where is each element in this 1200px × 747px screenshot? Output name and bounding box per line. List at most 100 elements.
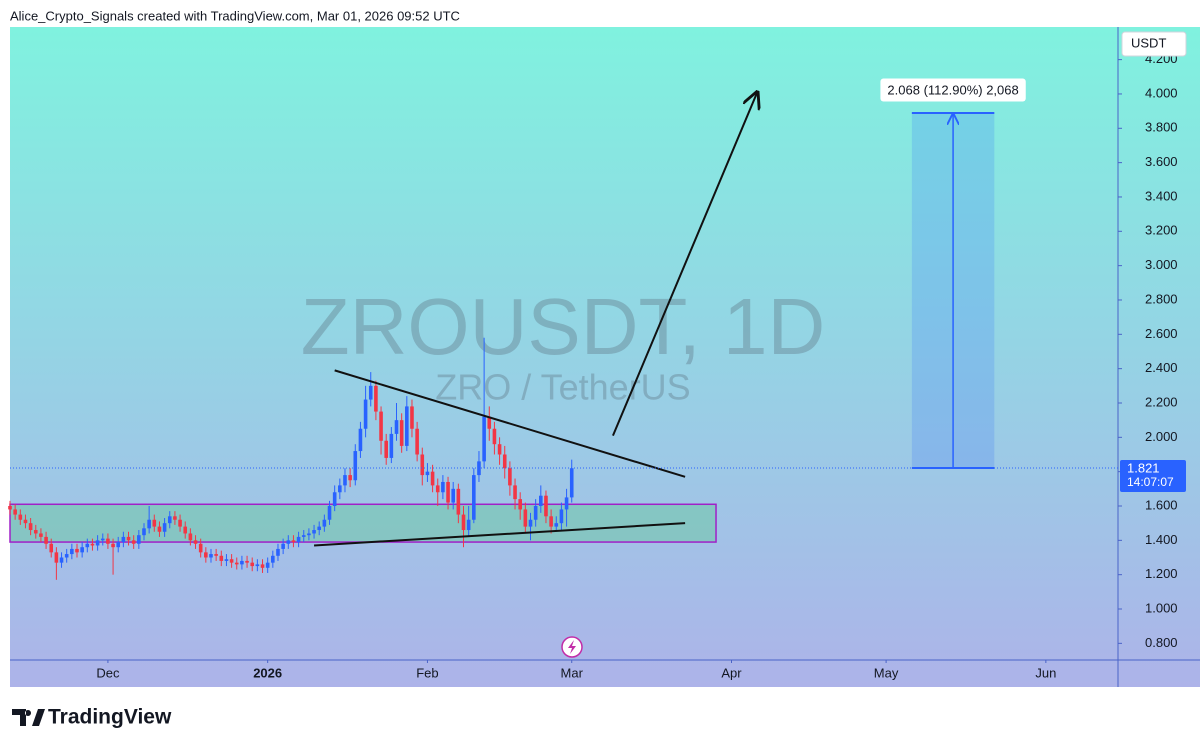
candle-body: [198, 543, 203, 553]
x-tick-label: Mar: [561, 665, 584, 680]
candle-body: [374, 385, 378, 412]
candle-body: [173, 516, 177, 520]
candle-body: [271, 555, 275, 563]
candle-body: [410, 406, 414, 429]
candle-body: [544, 495, 548, 517]
candle-body: [549, 516, 553, 527]
candle-body: [497, 444, 502, 455]
y-tick-label: 3.400: [1145, 188, 1178, 203]
candle-body: [8, 505, 12, 510]
candle-body: [80, 547, 84, 553]
candle-body: [425, 471, 430, 476]
y-tick-label: 1.400: [1145, 532, 1178, 547]
candle-body: [111, 543, 115, 548]
chart-background: [10, 27, 1200, 687]
y-tick-label: 3.000: [1145, 257, 1178, 272]
candle-body: [219, 555, 224, 561]
y-tick-label: 1.000: [1145, 600, 1178, 615]
candle-body: [167, 516, 172, 524]
candle-body: [368, 385, 373, 400]
candle-body: [513, 485, 517, 500]
logo-text: TradingView: [48, 706, 172, 729]
candle-body: [518, 499, 522, 510]
plot-layer: [8, 337, 717, 580]
candle-body: [317, 526, 322, 531]
last-price-label: 1.821: [1127, 460, 1160, 475]
candle-body: [234, 562, 239, 565]
y-tick-label: 2.000: [1145, 429, 1178, 444]
overlay-layer: 2.068 (112.90%) 2,068: [10, 78, 1118, 547]
x-tick-label: May: [874, 665, 899, 680]
candle-body: [394, 420, 399, 434]
y-tick-label: 2.800: [1145, 291, 1178, 306]
x-tick-label: Jun: [1035, 665, 1056, 680]
candle-body: [276, 548, 280, 556]
y-tick-label: 1.600: [1145, 497, 1178, 512]
candle-body: [70, 548, 74, 555]
candle-body: [162, 523, 167, 532]
candle-body: [441, 481, 445, 493]
candle-body: [157, 526, 162, 532]
y-tick-label: 2.600: [1145, 326, 1178, 341]
candle-body: [116, 542, 121, 548]
candle-body: [33, 530, 38, 534]
candle-body: [255, 564, 260, 567]
candle-body: [49, 543, 54, 553]
y-tick-label: 1.200: [1145, 566, 1178, 581]
candle-body: [435, 485, 440, 493]
candle-body: [209, 554, 213, 558]
candle-body: [188, 533, 193, 541]
candle-body: [90, 543, 95, 546]
candle-body: [85, 543, 90, 548]
candle-body: [332, 492, 337, 506]
candle-body: [18, 514, 23, 520]
candle-body: [353, 451, 358, 481]
candle-body: [358, 428, 363, 452]
currency-button[interactable]: [1121, 31, 1187, 57]
event-icon-bolt: [568, 640, 576, 654]
y-tick-label: 3.600: [1145, 154, 1178, 169]
candle-body: [142, 528, 146, 536]
candle-body: [451, 488, 455, 503]
candle-body: [343, 475, 347, 486]
candle-body: [456, 488, 461, 515]
candle-body: [384, 440, 389, 458]
candle-body: [446, 481, 450, 503]
x-tick-label: Dec: [96, 665, 120, 680]
currency-label: USDT: [1131, 35, 1166, 50]
candle-body: [100, 538, 105, 541]
candle-body: [75, 548, 79, 553]
trend-line: [334, 369, 686, 478]
last-price-box: [1120, 460, 1186, 493]
candle-body: [461, 514, 466, 531]
measure-label: 2.068 (112.90%) 2,068: [887, 82, 1018, 97]
candle-body: [363, 399, 368, 429]
candle-body: [564, 497, 569, 510]
y-tick-label: 2.200: [1145, 394, 1178, 409]
measure-label-box: [880, 78, 1026, 102]
candle-body: [307, 533, 311, 536]
projection-arrow: [612, 92, 757, 436]
candle-body: [54, 552, 59, 563]
y-tick-label: 0.800: [1145, 635, 1178, 650]
candle-body: [106, 538, 110, 544]
x-tick-label: Feb: [416, 665, 438, 680]
candle-body: [224, 559, 229, 561]
candle-body: [554, 523, 559, 527]
candle-body: [379, 411, 383, 441]
candle-body: [569, 468, 574, 498]
candle-body: [415, 428, 419, 455]
candle-body: [405, 406, 409, 446]
candle-body: [229, 559, 234, 563]
tradingview-logo: TradingView: [12, 706, 172, 729]
y-tick-label: 4.000: [1145, 85, 1178, 100]
candle-body: [539, 495, 543, 506]
candle-body: [286, 540, 291, 544]
candle-body: [28, 523, 33, 531]
trend-line: [313, 522, 686, 547]
candle-body: [44, 536, 48, 544]
candle-body: [420, 454, 425, 476]
candle-body: [265, 562, 270, 568]
candle-body: [147, 519, 151, 529]
